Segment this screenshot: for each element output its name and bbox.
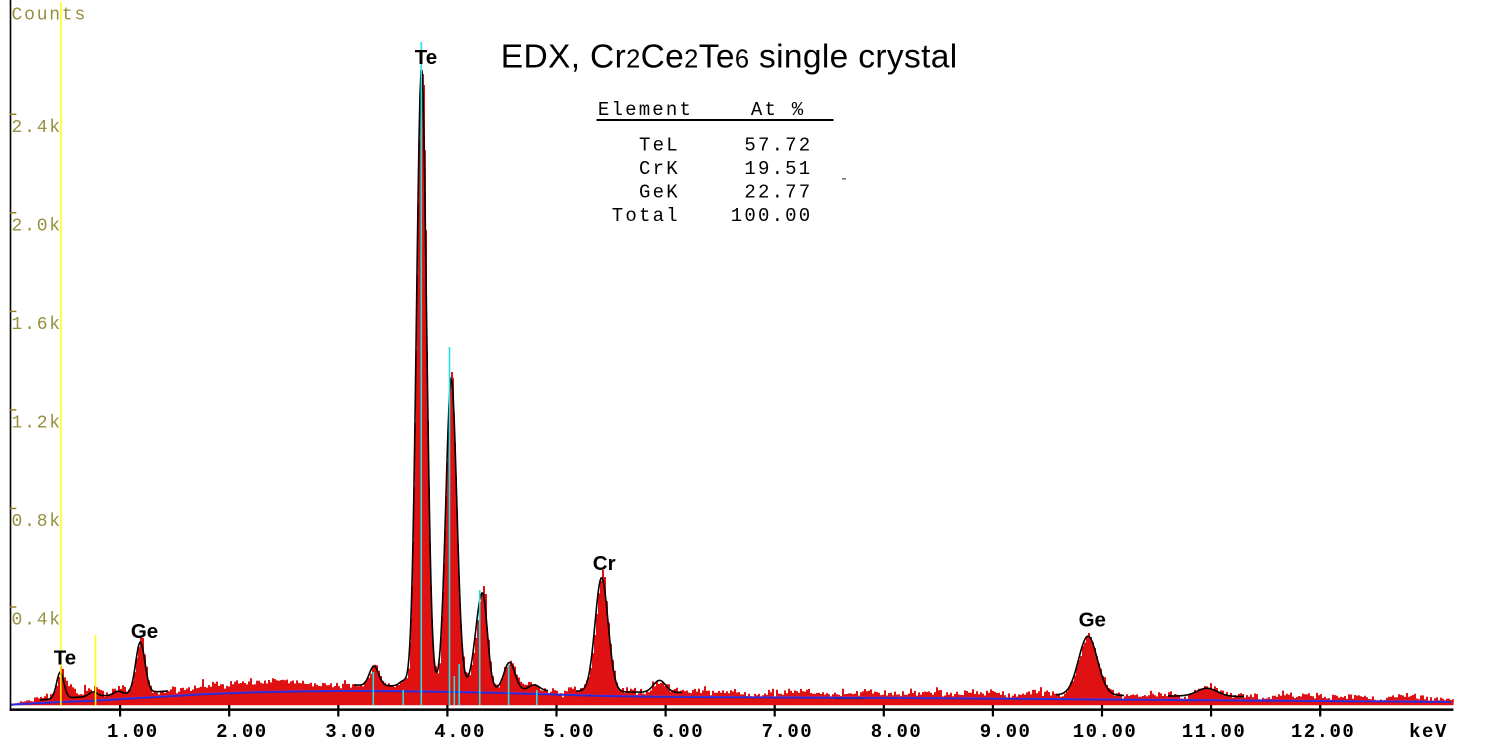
svg-text:1.00: 1.00 — [107, 721, 159, 743]
svg-text:Ge: Ge — [1079, 608, 1106, 631]
svg-text:10.00: 10.00 — [1073, 721, 1138, 743]
svg-text:100.00: 100.00 — [731, 205, 813, 227]
svg-text:Element: Element — [598, 99, 693, 121]
svg-text:Ge: Ge — [131, 620, 158, 643]
svg-text:57.72: 57.72 — [744, 135, 812, 157]
svg-text:0.8k: 0.8k — [12, 512, 62, 532]
svg-text:Te: Te — [415, 46, 437, 69]
svg-text:2.4k: 2.4k — [12, 118, 62, 138]
svg-text:6.00: 6.00 — [652, 721, 704, 743]
svg-text:keV: keV — [1409, 721, 1448, 743]
svg-text:CrK: CrK — [639, 158, 680, 180]
svg-text:At %: At % — [751, 99, 805, 121]
svg-text:12.00: 12.00 — [1291, 721, 1356, 743]
svg-text:7.00: 7.00 — [762, 721, 814, 743]
svg-text:0.4k: 0.4k — [12, 611, 62, 631]
svg-text:GeK: GeK — [639, 182, 680, 204]
svg-text:Counts: Counts — [12, 5, 88, 25]
svg-text:2.00: 2.00 — [216, 721, 268, 743]
svg-text:EDX, Cr2Ce2Te6 single crystal: EDX, Cr2Ce2Te6 single crystal — [501, 39, 958, 76]
svg-text:1.2k: 1.2k — [12, 414, 62, 434]
svg-text:11.00: 11.00 — [1182, 721, 1247, 743]
svg-text:Cr: Cr — [593, 552, 616, 575]
svg-text:4.00: 4.00 — [434, 721, 486, 743]
svg-text:2.0k: 2.0k — [12, 217, 62, 237]
svg-text:TeL: TeL — [639, 135, 680, 157]
svg-text:22.77: 22.77 — [744, 182, 812, 204]
svg-text:3.00: 3.00 — [325, 721, 377, 743]
svg-text:1.6k: 1.6k — [12, 315, 62, 335]
svg-text:Te: Te — [54, 647, 76, 670]
svg-text:8.00: 8.00 — [871, 721, 923, 743]
svg-text:Total: Total — [612, 205, 680, 227]
svg-text:9.00: 9.00 — [980, 721, 1032, 743]
svg-text:5.00: 5.00 — [543, 721, 595, 743]
svg-text:19.51: 19.51 — [744, 158, 812, 180]
